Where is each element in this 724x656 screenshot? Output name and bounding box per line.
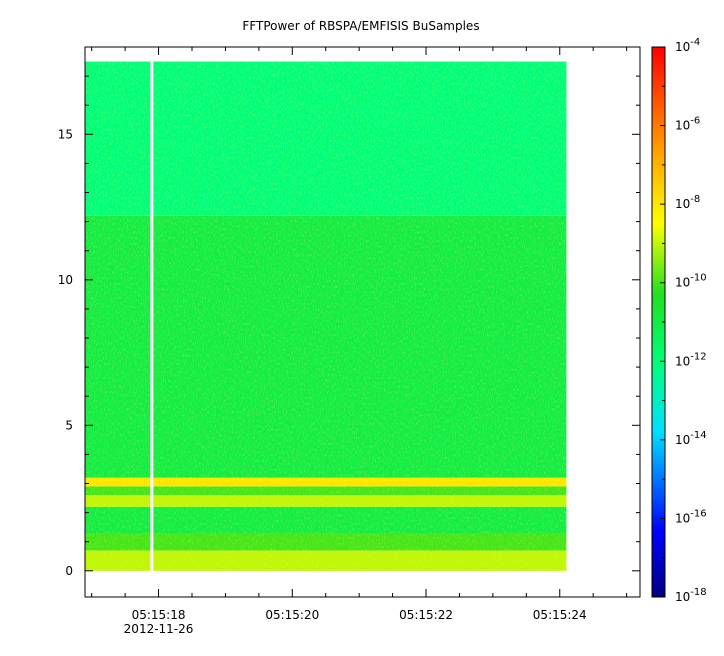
colorbar-tick-label: 10-8	[675, 194, 700, 211]
colorbar-tick-label: 10-10	[675, 273, 707, 290]
data-band-texture	[85, 486, 567, 496]
colorbar-tick-label: 10-18	[675, 587, 707, 604]
x-tick-label: 05:15:20	[265, 608, 319, 622]
colorbar-tick-label: 10-16	[675, 508, 707, 525]
y-tick-label: 0	[65, 564, 73, 578]
y-tick-label: 15	[58, 127, 73, 141]
colorbar-tick-label: 10-4	[675, 37, 700, 54]
plot-frame	[84, 46, 641, 598]
colorbar-tick-label: 10-12	[675, 351, 707, 368]
axes: 0 5 10 15 05:15:18 05:15:20 05:15:22 05:15:24 20…	[58, 47, 640, 636]
data-gap	[150, 61, 154, 571]
data-band-texture	[85, 495, 567, 507]
colorbar-ticks: 10-4 10-6 10-8 10-10 10-12 10-14 10-16 10-18	[660, 37, 707, 604]
data-band-texture	[85, 61, 567, 216]
x-date-label: 2012-11-26	[124, 622, 194, 636]
colorbar-tick-label: 10-14	[675, 430, 707, 447]
colorbar-tick-label: 10-6	[675, 116, 700, 133]
data-band-texture	[85, 215, 567, 478]
y-tick-label: 10	[58, 273, 73, 287]
y-tick-label: 5	[65, 418, 73, 432]
data-band-texture	[85, 477, 567, 487]
chart-title: FFTPower of RBSPA/EMFISIS BuSamples	[242, 19, 479, 33]
x-tick-label: 05:15:22	[399, 608, 453, 622]
data-band-texture	[85, 532, 567, 551]
x-tick-label: 05:15:18	[132, 608, 186, 622]
data-band-texture	[85, 506, 567, 533]
spectrogram-data	[85, 61, 567, 571]
x-tick-label: 05:15:24	[533, 608, 587, 622]
data-band-texture	[85, 550, 567, 571]
